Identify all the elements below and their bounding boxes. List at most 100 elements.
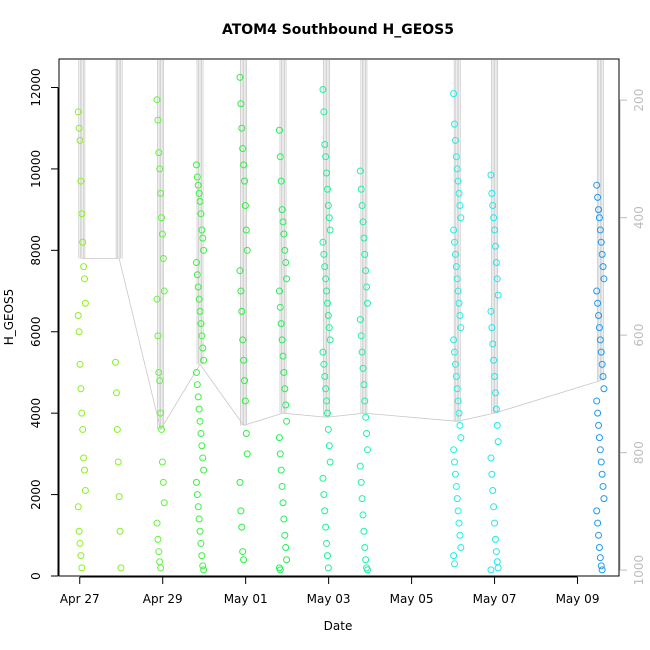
data-point: [194, 283, 202, 291]
data-point: [490, 503, 498, 511]
data-point: [159, 254, 167, 262]
y-axis-label: H_GEOS5: [2, 289, 16, 346]
data-point: [282, 401, 290, 409]
data-point: [454, 507, 462, 515]
x-axis-label: Date: [324, 619, 353, 633]
data-point: [275, 287, 283, 295]
data-point: [275, 126, 283, 134]
data-point: [325, 442, 333, 450]
data-point: [488, 470, 496, 478]
data-point: [451, 360, 459, 368]
y-tick-label: 2000: [29, 479, 43, 510]
data-point: [280, 515, 288, 523]
data-point: [491, 373, 499, 381]
x-tick-label: May 05: [390, 592, 434, 606]
data-point: [361, 250, 369, 258]
data-point: [195, 295, 203, 303]
data-point: [322, 153, 330, 161]
data-point: [599, 482, 607, 490]
data-point: [494, 438, 502, 446]
data-point: [195, 189, 203, 197]
data-point: [363, 446, 371, 454]
data-point: [283, 417, 291, 425]
right-tick-label: 1000: [632, 555, 646, 586]
data-point: [326, 226, 334, 234]
data-point: [192, 259, 200, 267]
data-point: [240, 377, 248, 385]
data-point: [75, 527, 83, 535]
data-point: [454, 287, 462, 295]
data-point: [239, 145, 247, 153]
data-point: [599, 263, 607, 271]
data-point: [594, 299, 602, 307]
data-point: [279, 218, 287, 226]
data-point: [492, 405, 500, 413]
data-point: [323, 552, 331, 560]
data-point: [457, 214, 465, 222]
y-tick-label: 12000: [29, 68, 43, 106]
data-point: [323, 539, 331, 547]
data-point: [197, 320, 205, 328]
data-point: [597, 458, 605, 466]
data-point: [360, 527, 368, 535]
data-point: [196, 197, 204, 205]
data-point: [457, 324, 465, 332]
data-point: [323, 169, 331, 177]
data-point: [278, 482, 286, 490]
data-point: [595, 214, 603, 222]
data-point: [596, 554, 604, 562]
data-point: [359, 511, 367, 519]
data-point: [243, 246, 251, 254]
data-point: [323, 397, 331, 405]
data-point: [361, 397, 369, 405]
data-point: [356, 462, 364, 470]
data-point: [160, 499, 168, 507]
data-point: [593, 397, 601, 405]
data-point: [242, 430, 250, 438]
right-tick-label: 800: [632, 441, 646, 464]
data-point: [200, 356, 208, 364]
data-point: [158, 214, 166, 222]
data-point: [278, 206, 286, 214]
data-point: [153, 96, 161, 104]
data-point: [361, 544, 369, 552]
data-point: [454, 397, 462, 405]
data-point: [75, 328, 83, 336]
y-tick-label: 4000: [29, 398, 43, 429]
data-point: [357, 478, 365, 486]
data-point: [457, 544, 465, 552]
data-point: [451, 136, 459, 144]
data-point: [76, 360, 84, 368]
data-point: [279, 352, 287, 360]
data-point: [597, 562, 605, 570]
data-point: [321, 140, 329, 148]
data-point: [276, 153, 284, 161]
data-point: [326, 336, 334, 344]
data-point: [319, 238, 327, 246]
data-point: [493, 275, 501, 283]
data-point: [74, 311, 82, 319]
data-point: [488, 189, 496, 197]
data-point: [451, 120, 459, 128]
data-point: [456, 311, 464, 319]
data-point: [594, 193, 602, 201]
data-point: [594, 519, 602, 527]
data-point: [80, 454, 88, 462]
data-point: [276, 566, 284, 574]
data-point: [487, 454, 495, 462]
data-point: [77, 552, 85, 560]
trajectory-connector: [199, 364, 244, 426]
data-point: [600, 275, 608, 283]
data-point: [200, 566, 208, 574]
x-tick-label: May 09: [556, 592, 600, 606]
data-point: [357, 332, 365, 340]
x-tick-label: May 07: [473, 592, 517, 606]
data-point: [595, 206, 603, 214]
y-tick-label: 6000: [29, 316, 43, 347]
data-point: [362, 267, 370, 275]
data-point: [492, 259, 500, 267]
data-point: [240, 556, 248, 564]
data-point: [238, 307, 246, 315]
data-point: [593, 287, 601, 295]
data-point: [155, 368, 163, 376]
